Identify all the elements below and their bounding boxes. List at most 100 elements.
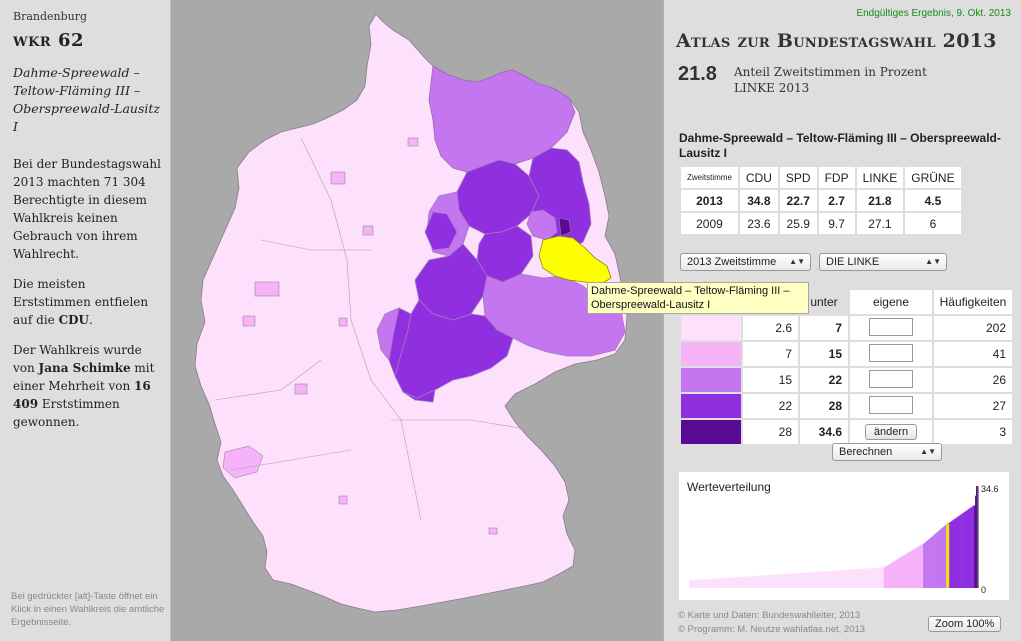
vote-type-select[interactable]: 2013 Zweitstimme ▲▼ xyxy=(680,253,811,271)
zoom-button[interactable]: Zoom 100% xyxy=(928,616,1002,632)
table-cell: 2013 xyxy=(681,190,738,211)
distribution-bar xyxy=(911,550,913,588)
city-muenchen xyxy=(488,527,498,535)
distribution-bar xyxy=(844,569,846,588)
distribution-bar xyxy=(950,521,953,588)
class-color-swatch[interactable] xyxy=(681,394,741,418)
distribution-bar xyxy=(783,574,785,588)
class-color-swatch[interactable] xyxy=(681,316,741,340)
own-break-input[interactable] xyxy=(869,343,913,362)
own-break-cell xyxy=(850,316,932,340)
city-stuttgart xyxy=(338,495,348,505)
distribution-bar xyxy=(810,572,812,588)
distribution-bar xyxy=(953,519,956,588)
distribution-bar xyxy=(711,578,713,588)
distribution-bar xyxy=(837,570,839,588)
distribution-bar xyxy=(804,572,806,588)
distribution-bar xyxy=(713,578,715,588)
constituency-name: Dahme-Spreewald – Teltow-Fläming III – O… xyxy=(13,65,161,134)
distribution-bar xyxy=(698,579,700,588)
distribution-bar xyxy=(767,575,770,588)
distribution-bar xyxy=(968,508,970,588)
distribution-bar xyxy=(923,543,925,588)
header-cell: Häufigkeiten xyxy=(934,290,1012,314)
state-name: Brandenburg xyxy=(13,10,88,23)
distribution-bar xyxy=(767,575,769,588)
distribution-bar xyxy=(892,562,894,588)
distribution-bar xyxy=(927,539,930,588)
distribution-bar xyxy=(845,569,847,588)
distribution-bar xyxy=(925,541,928,588)
winner-text: Der Wahlkreis wurde von Jana Schimke mit… xyxy=(13,343,155,429)
distribution-bar xyxy=(935,533,937,588)
class-color-swatch[interactable] xyxy=(681,368,741,392)
distribution-bar xyxy=(796,573,799,588)
distribution-bar xyxy=(922,543,924,588)
change-button[interactable]: ändern xyxy=(864,424,918,440)
calculate-select[interactable]: Berechnen ▲▼ xyxy=(832,443,942,461)
city-hannover xyxy=(362,225,374,236)
distribution-bar xyxy=(970,507,972,588)
distribution-bar xyxy=(750,576,752,588)
distribution-bar xyxy=(843,570,845,588)
distribution-bar xyxy=(793,573,796,588)
own-break-input[interactable] xyxy=(869,395,913,414)
distribution-bar xyxy=(795,573,798,588)
distribution-bar xyxy=(859,568,861,588)
distribution-bar xyxy=(716,578,719,588)
distribution-bar xyxy=(793,573,795,588)
distribution-bar xyxy=(965,510,967,588)
germany-map[interactable] xyxy=(171,0,663,641)
distribution-bar xyxy=(897,559,899,588)
distribution-bar xyxy=(839,570,841,588)
distribution-bar xyxy=(725,577,727,588)
distribution-bar xyxy=(781,574,783,588)
class-frequency: 202 xyxy=(934,316,1012,340)
distribution-bar xyxy=(743,576,746,588)
constituency-map[interactable] xyxy=(171,0,663,641)
distribution-bar xyxy=(770,574,773,588)
distribution-bar xyxy=(803,572,805,588)
distribution-bar xyxy=(746,576,749,588)
distribution-bar xyxy=(756,575,758,588)
distribution-bar xyxy=(823,571,826,588)
distribution-bar xyxy=(926,540,929,588)
class-from: 2.6 xyxy=(743,316,798,340)
party-select[interactable]: DIE LINKE ▲▼ xyxy=(819,253,947,271)
distribution-bar xyxy=(714,578,716,588)
distribution-bar xyxy=(732,577,734,588)
distribution-bar xyxy=(805,572,807,588)
distribution-bar xyxy=(931,536,933,588)
table-cell: 23.6 xyxy=(739,213,778,234)
y-max-label: 34.6 xyxy=(981,484,999,494)
distribution-bar xyxy=(832,570,834,588)
own-break-cell: ändern xyxy=(850,420,932,444)
class-color-swatch[interactable] xyxy=(681,342,741,366)
city-bremen xyxy=(330,171,346,185)
distribution-bar xyxy=(899,557,902,588)
class-table: unter eigene Häufigkeiten 2.6 7 202 7 15… xyxy=(679,288,1014,446)
distribution-bar xyxy=(939,529,941,588)
class-color-swatch[interactable] xyxy=(681,420,741,444)
distribution-bar xyxy=(937,531,939,588)
distribution-bar xyxy=(817,571,819,588)
distribution-bar xyxy=(860,568,862,588)
alt-key-hint: Bei gedrückter [alt]-Taste öffnet ein Kl… xyxy=(11,591,165,628)
own-break-input[interactable] xyxy=(869,369,913,388)
distribution-bar xyxy=(826,571,829,588)
own-break-input[interactable] xyxy=(869,317,913,336)
distribution-bar xyxy=(900,556,903,588)
distribution-bar xyxy=(751,576,753,588)
distribution-bar xyxy=(868,568,870,588)
winning-party: CDU xyxy=(58,313,89,327)
distribution-bar xyxy=(721,578,724,588)
distribution-bar xyxy=(754,575,756,588)
distribution-bar xyxy=(867,568,869,588)
distribution-bar xyxy=(761,575,763,588)
distribution-bar xyxy=(949,522,951,588)
distribution-bar xyxy=(869,568,871,588)
class-header-row: unter eigene Häufigkeiten xyxy=(681,290,1012,314)
distribution-bar xyxy=(928,538,931,588)
header-cell: unter xyxy=(810,295,838,309)
distribution-bar xyxy=(813,572,815,588)
